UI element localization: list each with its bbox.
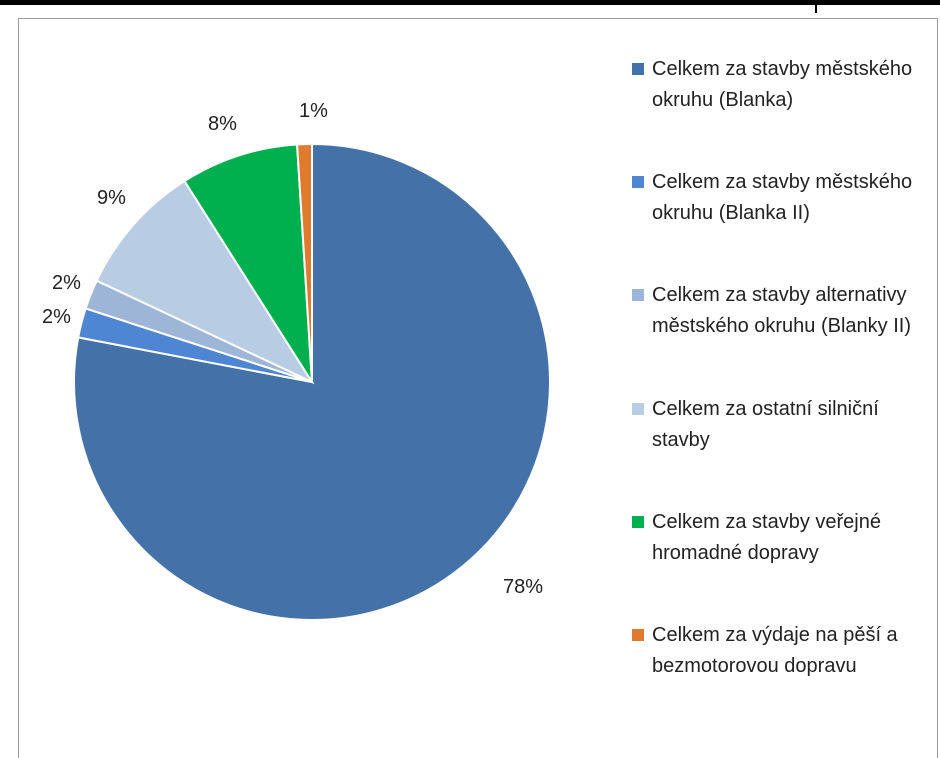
legend-swatch-1 (632, 63, 644, 75)
pie-slices (73, 142, 551, 621)
data-label-3: 2% (52, 272, 81, 294)
legend-label-3: Celkem za stavby alternativy městského o… (652, 284, 911, 337)
pie-slice-6 (295, 142, 313, 383)
pie-slice-5 (183, 143, 313, 383)
top-border-line (0, 0, 940, 5)
legend-label-6: Celkem za výdaje na pěší a bezmotorovou … (652, 624, 898, 677)
legend-label-1: Celkem za stavby městského okruhu (Blank… (652, 58, 913, 111)
legend-swatch-4 (632, 403, 644, 415)
data-label-4: 9% (97, 187, 126, 209)
data-label-1: 78% (503, 576, 543, 598)
legend-swatch-6 (632, 629, 644, 641)
legend-label-4: Celkem za ostatní silniční stavby (652, 398, 879, 451)
data-label-5: 8% (208, 113, 237, 135)
pie-data-labels: 78% 2% 2% 9% 8% 1% (42, 100, 543, 598)
data-label-2: 2% (42, 306, 71, 328)
legend-swatch-5 (632, 516, 644, 528)
chart-frame (18, 18, 938, 758)
legend-swatch-3 (632, 289, 644, 301)
pie-slice-4 (95, 179, 315, 385)
data-label-6: 1% (299, 100, 328, 122)
top-border-tick (815, 4, 817, 13)
legend-label-5: Celkem za stavby veřejné hromadné doprav… (652, 511, 881, 564)
legend-swatch-2 (632, 176, 644, 188)
legend-label-2: Celkem za stavby městského okruhu (Blank… (652, 171, 913, 224)
